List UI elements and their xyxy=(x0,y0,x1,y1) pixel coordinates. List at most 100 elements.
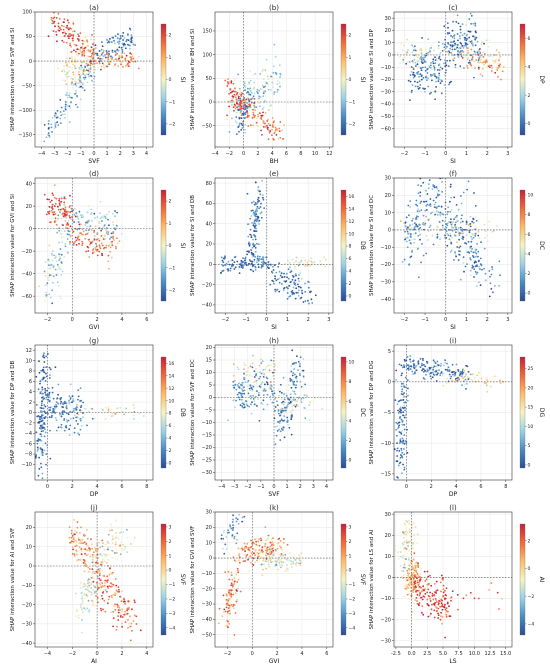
scatter-point xyxy=(442,372,444,375)
colorbar-gradient xyxy=(340,23,347,136)
y-tick-label: −10 xyxy=(201,420,212,426)
colorbar-tick-label: 0 xyxy=(349,458,352,464)
scatter-point xyxy=(134,44,137,46)
scatter-point xyxy=(498,51,500,54)
scatter-point xyxy=(434,98,436,101)
scatter-point xyxy=(262,95,265,98)
scatter-point xyxy=(258,364,261,367)
scatter-point xyxy=(405,442,408,445)
scatter-point xyxy=(95,245,98,248)
scatter-point xyxy=(436,69,439,71)
scatter-point xyxy=(106,555,108,557)
scatter-point xyxy=(101,244,104,247)
scatter-point xyxy=(414,74,416,77)
scatter-point xyxy=(225,262,228,265)
scatter-point xyxy=(265,366,268,368)
y-axis-label: SHAP interaction value for SI and DP xyxy=(369,29,375,130)
scatter-point xyxy=(262,125,265,128)
x-tick-label: 6 xyxy=(285,151,288,157)
scatter-point xyxy=(61,39,64,42)
scatter-point xyxy=(39,447,42,449)
scatter-point xyxy=(486,240,489,243)
scatter-point xyxy=(236,366,239,369)
scatter-point xyxy=(399,415,402,418)
scatter-point xyxy=(295,384,297,387)
scatter-points xyxy=(227,349,323,445)
scatter-point xyxy=(81,410,84,412)
scatter-point xyxy=(427,230,430,232)
scatter-point xyxy=(123,413,125,416)
scatter-point xyxy=(98,574,101,577)
scatter-point xyxy=(468,231,471,234)
scatter-point xyxy=(239,392,242,395)
scatter-point xyxy=(289,393,292,396)
scatter-point xyxy=(435,370,437,373)
scatter-point xyxy=(254,269,257,271)
scatter-point xyxy=(102,216,105,219)
scatter-point xyxy=(408,61,411,63)
scatter-point xyxy=(274,126,277,129)
scatter-point xyxy=(44,274,47,277)
x-tick-label: −4 xyxy=(218,484,225,490)
scatter-point xyxy=(462,191,465,194)
scatter-point xyxy=(119,553,122,555)
scatter-point xyxy=(70,218,73,221)
scatter-point xyxy=(104,589,107,591)
scatter-point xyxy=(107,542,110,545)
scatter-point xyxy=(234,256,236,259)
scatter-point xyxy=(87,62,89,64)
scatter-point xyxy=(55,33,58,36)
scatter-point xyxy=(281,283,283,285)
scatter-point xyxy=(112,237,115,240)
scatter-point xyxy=(252,200,255,203)
scatter-point xyxy=(473,60,475,63)
scatter-point xyxy=(120,541,123,543)
scatter-point xyxy=(71,546,74,548)
y-tick-label: 30 xyxy=(385,176,391,182)
scatter-point xyxy=(75,90,77,92)
scatter-point xyxy=(57,393,59,396)
scatter-point xyxy=(43,371,45,373)
scatter-point xyxy=(463,375,466,378)
scatter-point xyxy=(88,547,90,550)
scatter-point xyxy=(76,228,79,231)
y-tick-label: −60 xyxy=(380,126,391,132)
scatter-point xyxy=(246,112,249,114)
colorbar-tick-label: −3 xyxy=(169,611,176,617)
scatter-point xyxy=(461,375,464,377)
scatter-point xyxy=(424,209,427,212)
scatter-point xyxy=(78,225,81,228)
scatter-point xyxy=(253,376,256,378)
scatter-point xyxy=(475,285,478,288)
scatter-point xyxy=(469,225,472,228)
scatter-point xyxy=(455,363,458,366)
scatter-point xyxy=(256,125,259,127)
scatter-point xyxy=(284,406,286,409)
scatter-point xyxy=(45,355,48,358)
colorbar-tick-label: 4 xyxy=(349,418,352,424)
scatter-point xyxy=(465,364,468,367)
scatter-point xyxy=(420,59,423,62)
scatter-point xyxy=(72,84,75,86)
scatter-point xyxy=(469,12,472,15)
scatter-point xyxy=(122,548,125,551)
scatter-point xyxy=(395,369,398,372)
scatter-point xyxy=(244,259,246,262)
scatter-point xyxy=(130,625,132,628)
scatter-point xyxy=(79,417,82,420)
scatter-point xyxy=(124,47,127,50)
scatter-point xyxy=(430,67,432,69)
scatter-point xyxy=(94,246,97,249)
scatter-point xyxy=(282,419,284,422)
scatter-point xyxy=(446,22,449,25)
scatter-point xyxy=(45,394,47,396)
panel-label: (a) xyxy=(89,4,99,12)
scatter-point xyxy=(439,66,442,69)
scatter-point xyxy=(250,561,252,564)
scatter-point xyxy=(301,292,304,295)
scatter-point xyxy=(102,236,105,239)
scatter-point xyxy=(244,89,246,92)
scatter-point xyxy=(83,607,86,610)
scatter-point xyxy=(43,417,46,419)
